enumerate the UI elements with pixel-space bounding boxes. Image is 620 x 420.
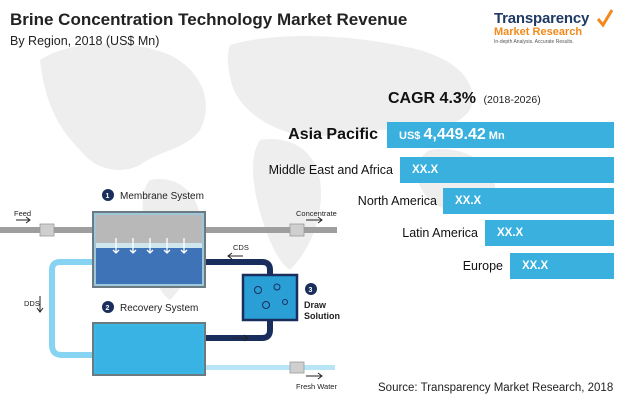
membrane-lower-chamber — [96, 248, 202, 284]
source-note: Source: Transparency Market Research, 20… — [378, 382, 614, 394]
step-2-number: 2 — [106, 305, 110, 312]
dds-pipe — [49, 259, 95, 358]
cds-label: CDS — [233, 243, 249, 252]
bar-value-prefix: US$ — [399, 130, 424, 142]
logo-line-1: Transparency — [494, 10, 590, 27]
step-3-drop-icon — [305, 283, 317, 295]
bar-row: Asia Pacific US$ 4,449.42 Mn — [0, 122, 614, 148]
cagr-period: (2018-2026) — [483, 94, 541, 106]
bar-value-label: US$ 4,449.42 Mn — [399, 122, 505, 149]
dds-label: DDS — [24, 299, 40, 308]
membrane-layer — [96, 243, 202, 248]
bar-row: Europe XX.X — [0, 253, 614, 279]
fresh-water-label: Fresh Water — [296, 382, 337, 391]
bar-category-label: Latin America — [402, 226, 478, 240]
bubbles-icon — [254, 283, 288, 309]
draw-label-2: Solution — [304, 311, 340, 321]
feed-arrow-icon — [16, 216, 31, 224]
bar: XX.X — [485, 220, 614, 246]
cds-pipe — [205, 259, 273, 278]
membrane-system-label: Membrane System — [120, 191, 204, 202]
bar-category-label: Europe — [462, 259, 503, 273]
logo-tagline: In-depth Analysis. Accurate Results. — [494, 39, 574, 45]
checkmark-icon — [597, 9, 613, 28]
feed-label: Feed — [14, 209, 31, 218]
bar-category-label: North America — [357, 194, 437, 208]
pipe-fitting — [289, 361, 305, 374]
concentrate-label: Concentrate — [296, 209, 337, 218]
draw-label-1: Draw — [304, 300, 327, 310]
bar: US$ 4,449.42 Mn — [387, 122, 614, 148]
bar-row: North America XX.X — [0, 188, 614, 214]
bar-category-label: Middle East and Africa — [268, 163, 393, 177]
step-1-number: 1 — [106, 193, 110, 200]
bar-category-label: Asia Pacific — [288, 126, 378, 143]
bar-row: Middle East and Africa XX.X — [0, 157, 614, 183]
cagr-callout: CAGR 4.3% (2018-2026) — [388, 90, 541, 108]
cds-arrow-icon — [227, 252, 243, 260]
pipe-fitting — [39, 223, 55, 237]
bar-row: Latin America XX.X — [0, 220, 614, 246]
bar-value-label: XX.X — [522, 260, 549, 272]
bar: XX.X — [443, 188, 614, 214]
fresh-water-arrow-icon — [306, 372, 323, 380]
bar-value-label: XX.X — [455, 195, 482, 207]
step-2-drop-icon — [102, 301, 114, 313]
bar-value-label: XX.X — [497, 227, 524, 239]
flow-arrows-icon — [112, 238, 188, 254]
fresh-water-pipe — [205, 365, 335, 370]
recovery-system-label: Recovery System — [120, 303, 198, 314]
bar: XX.X — [400, 157, 614, 183]
bar: XX.X — [510, 253, 614, 279]
chart-subtitle: By Region, 2018 (US$ Mn) — [10, 34, 160, 48]
logo-line-2: Market Research — [494, 26, 583, 38]
recovery-arrow-icon — [232, 334, 249, 342]
pipe-fitting — [289, 223, 305, 237]
dds-arrow-icon — [36, 296, 44, 313]
draw-pipe — [205, 320, 273, 341]
cagr-value: CAGR 4.3% — [388, 90, 477, 107]
recovery-chamber — [96, 326, 202, 372]
chart-title: Brine Concentration Technology Market Re… — [10, 10, 408, 29]
step-3-number: 3 — [309, 287, 313, 294]
step-1-drop-icon — [102, 189, 114, 201]
bar-value-label: XX.X — [412, 164, 439, 176]
company-logo: Transparency Market Research In-depth An… — [494, 9, 613, 45]
draw-solution-tank — [241, 273, 299, 322]
bar-value-suffix: Mn — [485, 130, 505, 142]
concentrate-arrow-icon — [306, 216, 323, 224]
membrane-upper-chamber — [96, 215, 202, 243]
bar-value-number: 4,449.42 — [423, 126, 486, 143]
